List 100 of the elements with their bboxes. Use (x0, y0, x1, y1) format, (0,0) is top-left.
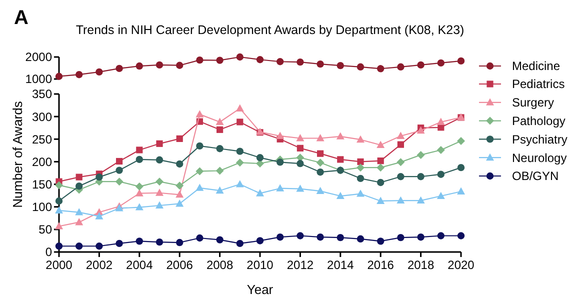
y-tick-label: 0 (45, 245, 52, 260)
point (376, 140, 385, 148)
point (316, 168, 324, 176)
point (397, 173, 404, 180)
y-tick-label: 250 (32, 132, 52, 146)
point (256, 56, 264, 64)
point (436, 146, 445, 154)
y-axis-title: Number of Awards (10, 100, 25, 208)
point (116, 166, 123, 174)
point (316, 60, 324, 68)
point (336, 234, 344, 242)
point (156, 201, 164, 209)
point (216, 118, 224, 125)
point (316, 234, 324, 241)
y-tick-label: 50 (38, 222, 52, 237)
y-tick-label: 350 (32, 87, 52, 102)
point (196, 234, 204, 242)
point (136, 62, 143, 70)
point (135, 189, 144, 196)
point (216, 166, 224, 175)
point (376, 196, 385, 204)
point (55, 181, 63, 190)
point (316, 186, 324, 194)
point (135, 203, 144, 210)
point (196, 184, 204, 191)
point (357, 158, 364, 166)
point (396, 132, 405, 139)
point (156, 156, 164, 164)
point (296, 160, 304, 168)
point (397, 63, 404, 70)
point (256, 237, 264, 244)
point (417, 61, 424, 69)
y-tick-label: 150 (32, 177, 52, 192)
point (336, 192, 344, 200)
legend-label: Medicine (512, 59, 560, 74)
point (276, 184, 284, 192)
point (96, 173, 103, 181)
point (136, 156, 143, 164)
point (176, 238, 184, 246)
point (437, 59, 444, 67)
point (236, 180, 244, 188)
point (437, 170, 444, 178)
point (136, 146, 143, 154)
point (236, 53, 244, 61)
x-tick-label: 2012 (286, 258, 314, 272)
point (55, 242, 63, 250)
x-tick-label: 2006 (166, 258, 194, 272)
legend-label: Surgery (512, 96, 554, 110)
legend-label: OB/GYN (512, 169, 559, 184)
point (376, 164, 385, 172)
x-tick-label: 2008 (206, 258, 234, 272)
x-tick-label: 2004 (126, 258, 154, 272)
x-tick-label: 2002 (86, 258, 113, 272)
point (116, 240, 123, 248)
point (236, 148, 244, 155)
point (377, 238, 384, 245)
point (75, 218, 84, 226)
y-tick-label: 300 (32, 110, 52, 124)
point (176, 135, 183, 142)
point (457, 187, 465, 195)
point (457, 57, 465, 65)
point (377, 158, 384, 164)
point (156, 238, 164, 246)
legend-label: Neurology (512, 150, 567, 165)
point (96, 242, 103, 250)
point (356, 174, 364, 182)
point (356, 135, 364, 143)
point (316, 134, 324, 142)
y-tick-label: 1000 (25, 72, 52, 86)
point (356, 63, 364, 70)
point (356, 190, 364, 197)
point (437, 232, 444, 240)
point (336, 62, 344, 70)
point (55, 206, 63, 214)
y-tick-label: 100 (32, 200, 52, 214)
point (76, 174, 82, 180)
point (135, 182, 144, 191)
x-tick-label: 2010 (246, 258, 274, 272)
point (236, 104, 244, 112)
x-tick-label: 2018 (407, 258, 434, 272)
point (457, 136, 465, 145)
point (236, 240, 244, 248)
point (196, 142, 204, 150)
point (317, 150, 324, 157)
legend-label: Pediatrics (512, 77, 565, 92)
point (216, 186, 224, 194)
point (76, 71, 83, 78)
point (336, 132, 344, 140)
point (416, 126, 425, 134)
point (196, 110, 204, 118)
point (216, 236, 224, 244)
point (276, 158, 284, 166)
point (397, 234, 404, 242)
y-tick-label: 2000 (25, 50, 52, 64)
text: A (14, 7, 28, 29)
point (55, 222, 63, 230)
point (356, 235, 364, 243)
point (75, 208, 84, 216)
point (396, 196, 405, 204)
point (156, 188, 164, 196)
